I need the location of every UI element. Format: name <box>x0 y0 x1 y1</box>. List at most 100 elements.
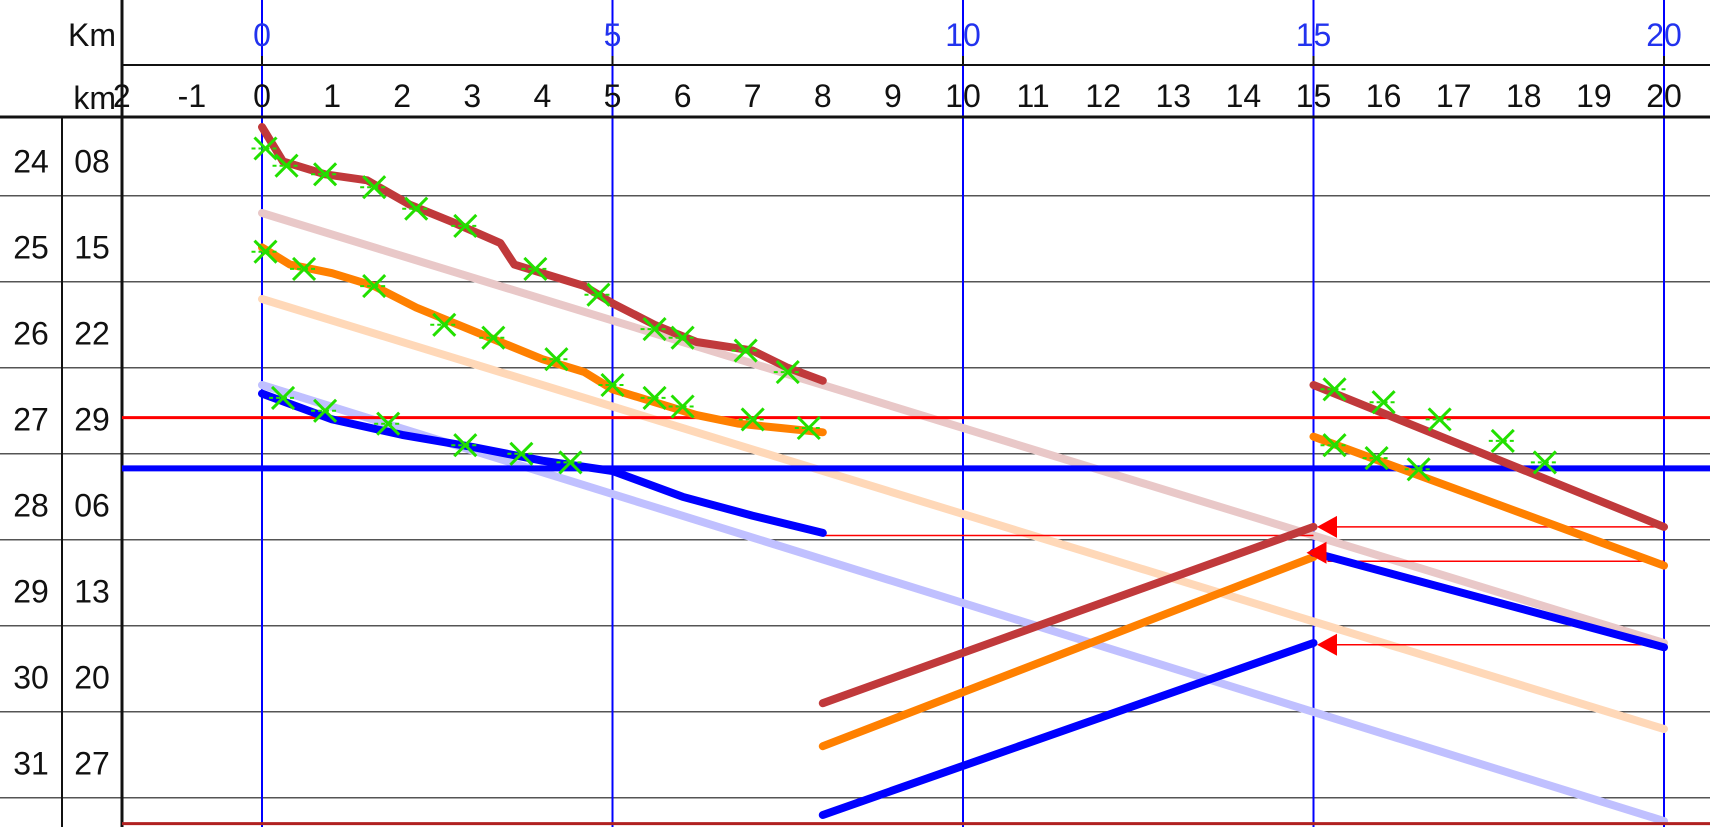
minor-tick-label: 13 <box>1156 78 1192 114</box>
completion-marker <box>479 325 508 350</box>
major-tick-label: 15 <box>1296 17 1332 53</box>
minor-tick-label: 16 <box>1366 78 1402 114</box>
row-day-label: 06 <box>74 487 110 523</box>
completion-marker <box>1488 428 1517 453</box>
row-week-label: 26 <box>13 315 49 351</box>
completion-marker <box>1404 457 1433 482</box>
major-gridlines <box>261 0 1665 827</box>
completion-marker <box>556 450 585 475</box>
actual-series-line <box>1309 381 1668 531</box>
completion-marker <box>640 385 669 410</box>
row-day-label: 15 <box>74 229 110 265</box>
completion-marker <box>251 239 280 264</box>
row-week-label: 29 <box>13 573 49 609</box>
minor-tick-label: 18 <box>1506 78 1542 114</box>
minor-tick-label: 6 <box>674 78 692 114</box>
row-day-label: 13 <box>74 573 110 609</box>
minor-tick-label: 4 <box>534 78 552 114</box>
row-week-label: 28 <box>13 487 49 523</box>
completion-marker <box>738 407 767 432</box>
actual-series-line <box>258 123 827 385</box>
completion-marker <box>640 317 669 342</box>
actual-series-line <box>1309 548 1668 652</box>
actual-series-line <box>818 522 1318 708</box>
completion-marker <box>311 398 340 423</box>
major-unit-label: Km <box>68 17 116 53</box>
actual-series-line <box>818 553 1318 751</box>
minor-tick-label: 9 <box>884 78 902 114</box>
completion-marker <box>1425 407 1454 432</box>
completion-marker <box>1320 433 1349 458</box>
minor-tick-label: 1 <box>323 78 341 114</box>
reference-lines <box>122 416 1710 826</box>
planned-series-line <box>258 381 1668 826</box>
connector-lines <box>822 526 1664 646</box>
completion-marker <box>521 256 550 281</box>
major-tick-label: 10 <box>945 17 981 53</box>
row-day-label: 27 <box>74 745 110 781</box>
row-week-label: 24 <box>13 143 49 179</box>
row-day-label: 08 <box>74 143 110 179</box>
minor-tick-label: 17 <box>1436 78 1472 114</box>
completion-marker <box>451 213 480 238</box>
actual-series-line <box>258 243 827 437</box>
minor-tick-label: -1 <box>178 78 206 114</box>
completion-marker <box>1369 390 1398 415</box>
arrowhead <box>1317 633 1338 656</box>
completion-marker <box>269 385 298 410</box>
actual-series-line <box>258 389 827 537</box>
actual-series-line <box>818 639 1318 819</box>
completion-marker <box>311 162 340 187</box>
major-tick-label: 0 <box>253 17 271 53</box>
planned-series-line <box>258 295 1668 733</box>
completion-marker <box>542 347 571 372</box>
minor-unit-label: km <box>73 80 116 116</box>
completion-marker <box>1362 446 1391 471</box>
row-week-label: 25 <box>13 229 49 265</box>
completion-marker <box>290 256 319 281</box>
arrowhead <box>1306 541 1327 564</box>
row-day-label: 22 <box>74 315 110 351</box>
minor-tick-label: 19 <box>1576 78 1612 114</box>
planned-series <box>258 209 1668 826</box>
row-day-label: 20 <box>74 659 110 695</box>
completion-marker <box>272 153 301 178</box>
completion-marker <box>584 282 613 307</box>
completion-marker <box>668 394 697 419</box>
actual-series <box>258 123 1668 819</box>
minor-tick-label: 0 <box>253 78 271 114</box>
minor-tick-label: 10 <box>945 78 981 114</box>
completion-marker <box>507 441 536 466</box>
x-tick-labels: 0 5 10 15 202 -1 0 1 2 3 4 5 6 7 8 9 10 11 12 13 14 15 16 17 18 1… <box>113 17 1682 114</box>
minor-tick-label: 2 <box>393 78 411 114</box>
row-labels: 24 08 25 15 26 22 27 29 28 06 29 13 30 20 31 27 <box>13 143 110 781</box>
minor-tick-label: 20 <box>1646 78 1682 114</box>
completion-marker <box>773 360 802 385</box>
row-day-label: 29 <box>74 401 110 437</box>
minor-tick-label: 11 <box>1016 78 1049 114</box>
minor-tick-label: 5 <box>604 78 622 114</box>
completion-marker <box>402 196 431 221</box>
row-week-label: 30 <box>13 659 49 695</box>
completion-marker <box>430 312 459 337</box>
row-week-label: 27 <box>13 401 49 437</box>
completion-marker <box>360 274 389 299</box>
completion-marker <box>451 433 480 458</box>
minor-tick-label: 15 <box>1296 78 1332 114</box>
completion-marker <box>668 325 697 350</box>
minor-tick-label: 14 <box>1226 78 1262 114</box>
row-week-label: 31 <box>13 745 49 781</box>
completion-marker <box>1320 377 1349 402</box>
planned-series-line <box>258 209 1668 647</box>
minor-tick-label: 7 <box>744 78 762 114</box>
minor-tick-label: 2 <box>113 78 131 114</box>
completion-marker <box>374 411 403 436</box>
row-gridlines <box>0 195 1710 799</box>
completion-marker <box>1530 450 1559 475</box>
completion-markers <box>251 136 1559 482</box>
arrowheads <box>1306 515 1338 656</box>
completion-marker <box>598 372 627 398</box>
